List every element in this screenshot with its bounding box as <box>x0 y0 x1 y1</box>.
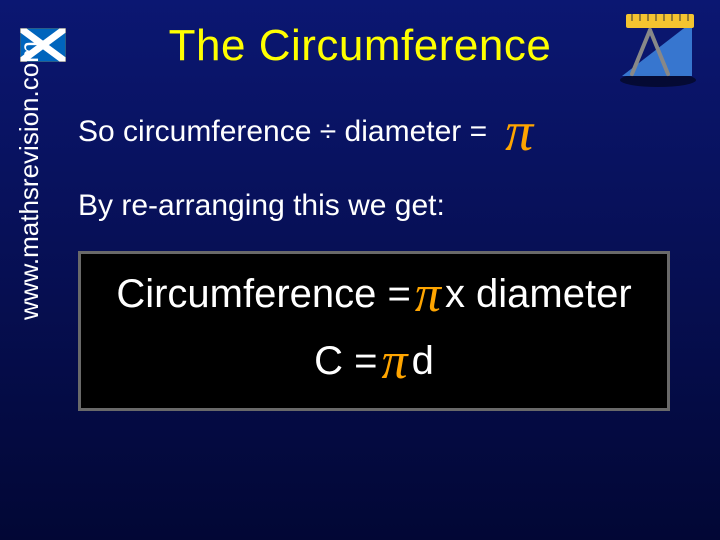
line1-text: So circumference ÷ diameter = <box>78 115 487 149</box>
content-area: So circumference ÷ diameter = π By re-ar… <box>78 110 696 520</box>
slide-root: The Circumference <box>0 0 720 540</box>
pi-symbol: π <box>415 274 441 316</box>
formula2-right: d <box>412 339 434 384</box>
formula-row-1: Circumference = π x diameter <box>93 272 655 317</box>
formula-row-2: C = π d <box>93 339 655 384</box>
formula2-left: C = <box>314 339 377 384</box>
header: The Circumference <box>0 0 720 92</box>
sidebar-url: www.mathsrevision.com <box>14 41 45 320</box>
formula1-right: x diameter <box>445 272 632 317</box>
statement-line-2: By re-arranging this we get: <box>78 189 696 223</box>
statement-line-1: So circumference ÷ diameter = π <box>78 110 696 155</box>
math-tools-icon <box>612 6 704 90</box>
formula1-left: Circumference = <box>116 272 411 317</box>
pi-symbol: π <box>505 110 533 155</box>
pi-symbol: π <box>382 341 408 383</box>
formula-box: Circumference = π x diameter C = π d <box>78 251 670 411</box>
